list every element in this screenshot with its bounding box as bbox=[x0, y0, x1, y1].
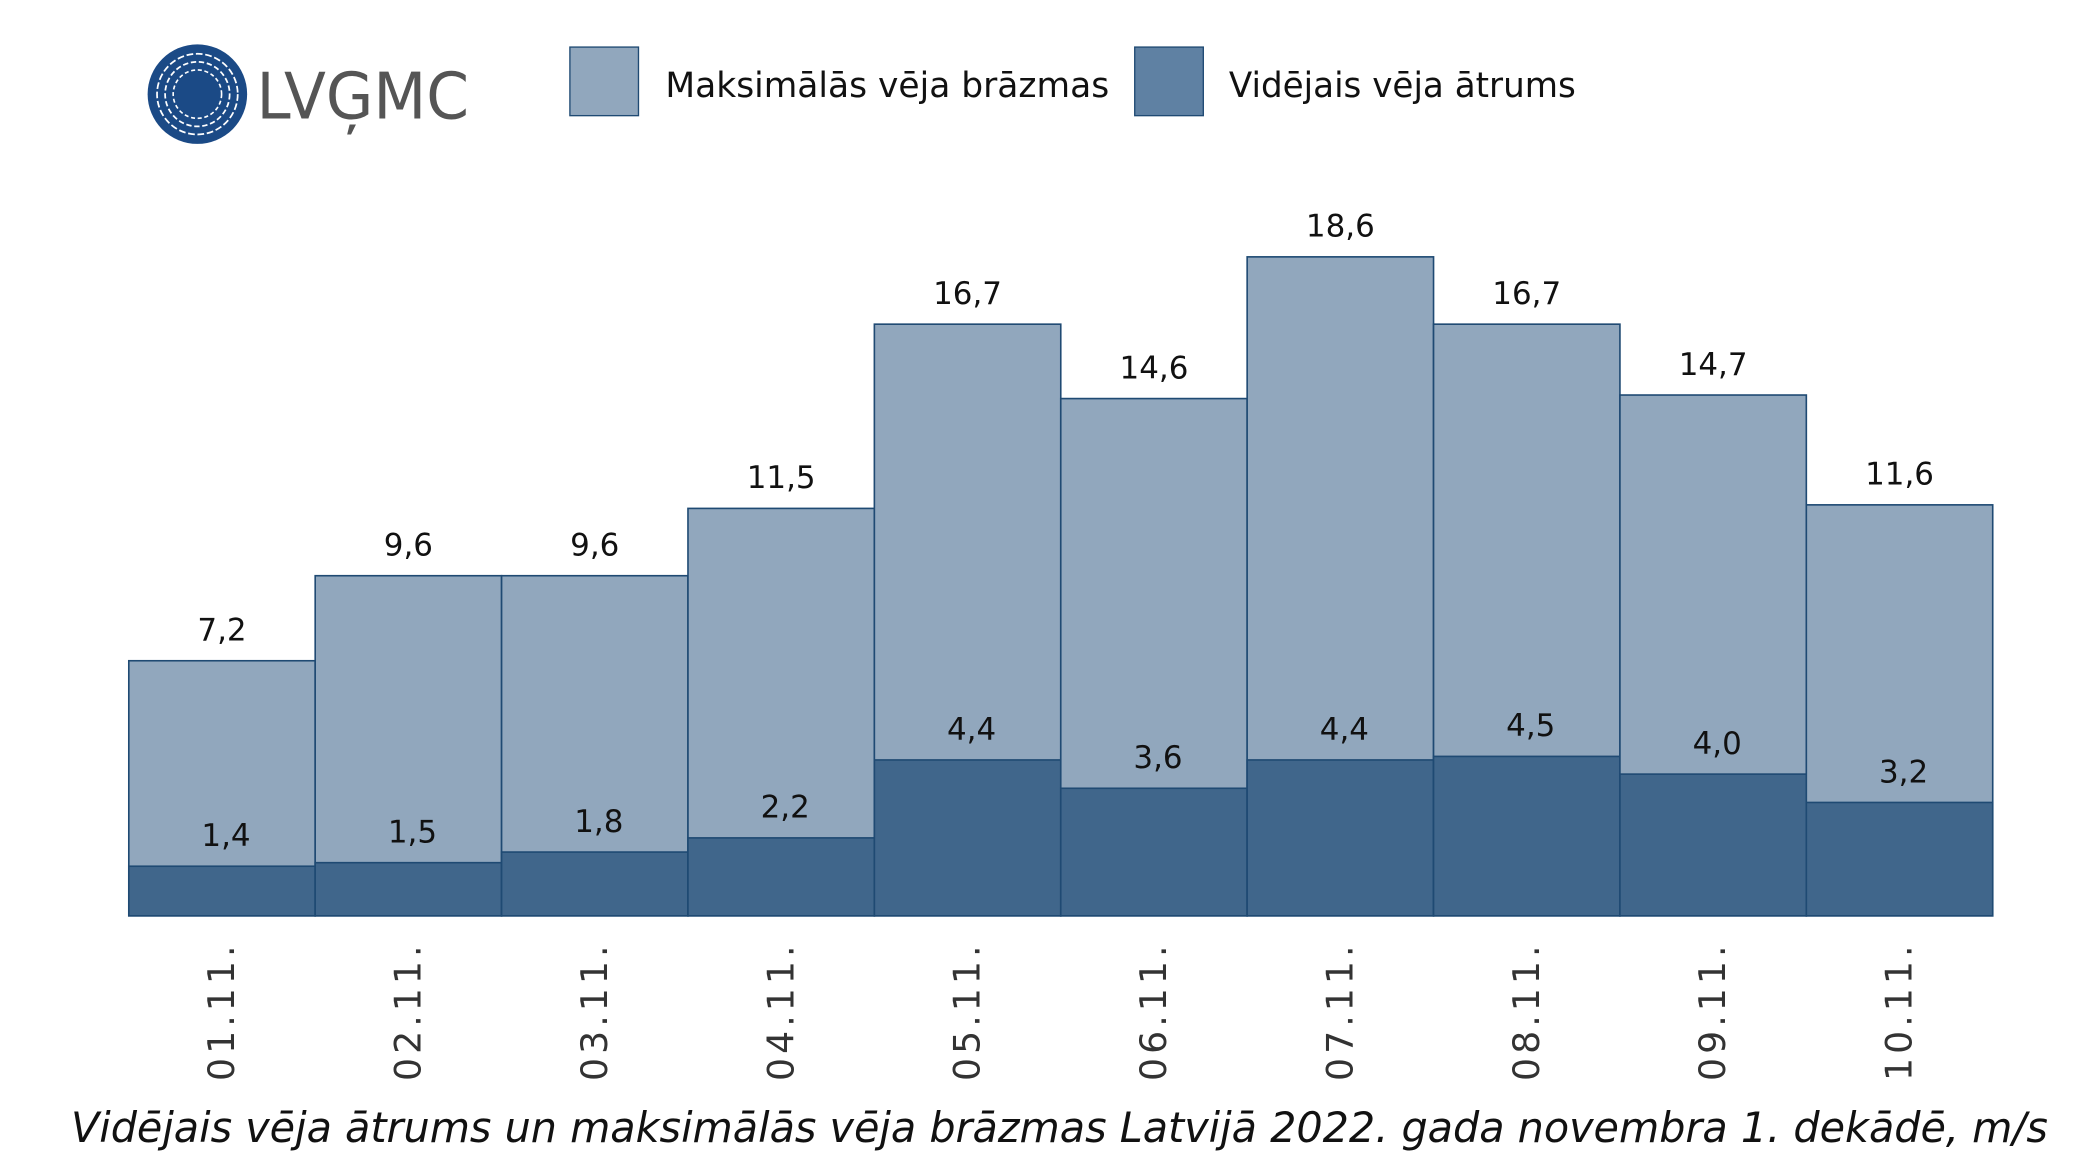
x-tick-label: 04.11. bbox=[759, 941, 802, 1081]
data-label-max-gust: 16,7 bbox=[1492, 276, 1561, 312]
bar-avg-speed bbox=[500, 851, 689, 917]
bar-avg-speed bbox=[687, 837, 876, 917]
data-label-avg-speed: 1,4 bbox=[201, 818, 250, 854]
x-tick-label: 03.11. bbox=[573, 941, 616, 1081]
logo-globe-icon bbox=[147, 44, 248, 144]
data-label-max-gust: 7,2 bbox=[197, 613, 246, 649]
data-label-avg-speed: 3,2 bbox=[1879, 754, 1928, 790]
bar-avg-speed bbox=[1059, 787, 1248, 917]
data-label-avg-speed: 1,5 bbox=[388, 815, 437, 851]
x-tick-label: 02.11. bbox=[386, 941, 429, 1081]
data-label-max-gust: 9,6 bbox=[570, 528, 619, 564]
data-label-avg-speed: 3,6 bbox=[1133, 740, 1182, 776]
data-label-max-gust: 11,5 bbox=[747, 460, 816, 496]
data-label-max-gust: 9,6 bbox=[384, 528, 433, 564]
chart-title: Vidējais vēja ātrums un maksimālās vēja … bbox=[71, 1103, 2048, 1152]
x-tick-label: 06.11. bbox=[1132, 941, 1175, 1081]
data-label-avg-speed: 4,0 bbox=[1693, 726, 1742, 762]
data-label-max-gust: 11,6 bbox=[1865, 457, 1934, 493]
bar-avg-speed bbox=[1432, 755, 1621, 917]
data-label-max-gust: 18,6 bbox=[1306, 209, 1375, 245]
data-label-avg-speed: 4,5 bbox=[1506, 708, 1555, 744]
legend-swatch-avg-speed bbox=[1134, 46, 1204, 117]
data-label-avg-speed: 4,4 bbox=[947, 712, 996, 748]
bar-avg-speed bbox=[873, 759, 1062, 917]
data-label-max-gust: 16,7 bbox=[933, 276, 1002, 312]
data-label-max-gust: 14,7 bbox=[1679, 347, 1748, 383]
bar-avg-speed bbox=[1246, 759, 1435, 917]
x-tick-label: 10.11. bbox=[1878, 941, 1921, 1081]
x-tick-label: 01.11. bbox=[200, 941, 243, 1081]
x-tick-label: 05.11. bbox=[946, 941, 989, 1081]
data-label-avg-speed: 1,8 bbox=[574, 804, 623, 840]
logo-text: LVĢMC bbox=[257, 59, 469, 134]
legend-label-avg-speed: Vidējais vēja ātrums bbox=[1229, 66, 1576, 106]
legend-label-max-gusts: Maksimālās vēja brāzmas bbox=[665, 66, 1109, 106]
bar-avg-speed bbox=[314, 861, 503, 917]
legend: Maksimālās vēja brāzmas Vidējais vēja āt… bbox=[569, 46, 1576, 117]
logo: LVĢMC bbox=[147, 44, 469, 144]
bar-avg-speed bbox=[1619, 773, 1808, 917]
x-tick-label: 09.11. bbox=[1691, 941, 1734, 1081]
bar-avg-speed bbox=[1805, 801, 1994, 917]
data-label-avg-speed: 4,4 bbox=[1320, 712, 1369, 748]
data-label-max-gust: 14,6 bbox=[1120, 350, 1189, 386]
bar-avg-speed bbox=[127, 865, 316, 917]
data-label-avg-speed: 2,2 bbox=[761, 790, 810, 826]
legend-swatch-max-gusts bbox=[569, 46, 640, 117]
x-tick-label: 07.11. bbox=[1318, 941, 1361, 1081]
x-tick-label: 08.11. bbox=[1505, 941, 1548, 1081]
bars: 7,2 1,4 01.11. 9,6 1,5 02.11. 9,6 1,8 03.11. 11,5… bbox=[127, 209, 1994, 1081]
